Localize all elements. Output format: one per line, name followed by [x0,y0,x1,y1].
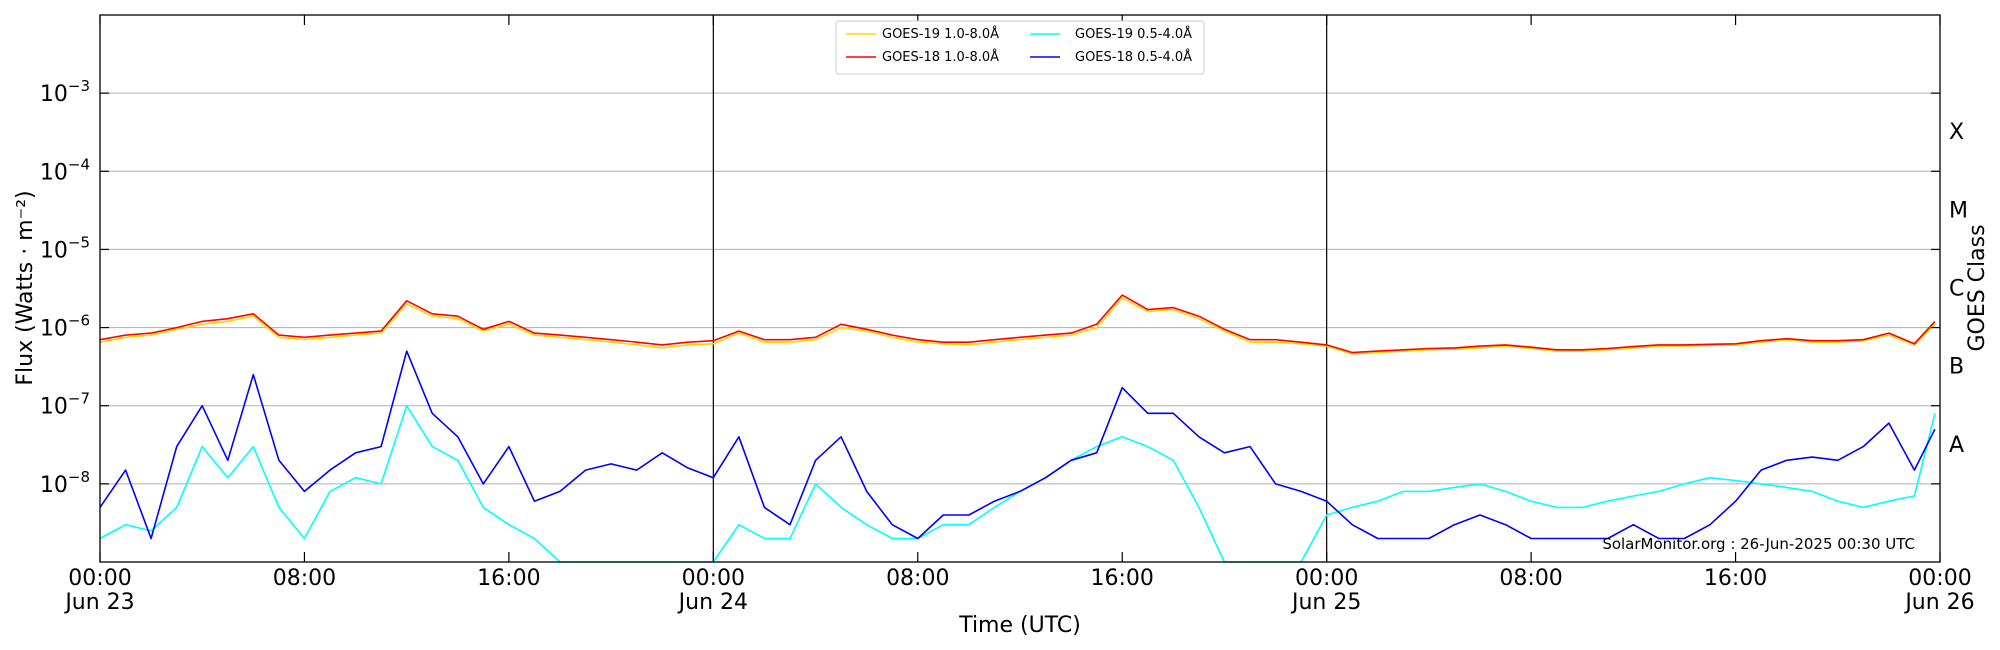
x-tick-label: 08:00 [886,566,949,591]
x-tick-label: 16:00 [477,566,540,591]
x-tick-sublabel: Jun 25 [1290,590,1361,615]
x-tick-label: 08:00 [273,566,336,591]
series-line-2 [99,294,1936,354]
day-boundary-lines [712,15,1328,562]
grid-lines [100,92,1940,485]
goes-class-label: X [1949,120,1964,145]
legend-label-4: GOES-18 0.5-4.0Å [1075,49,1192,65]
x-tick-label: 00:00 [1908,566,1971,591]
series-line-1 [99,297,1936,355]
x-tick-sublabel: Jun 26 [1903,590,1974,615]
x-tick-sublabel: Jun 24 [677,590,748,615]
y-axis-ticks: 10−8 10−7 10−6 10−5 10−4 10−3 [40,77,1940,498]
legend-label-1: GOES-19 1.0-8.0Å [882,26,999,42]
goes-class-label: A [1949,433,1964,458]
watermark-annotation: SolarMonitor.org : 26-Jun-2025 00:30 UTC [1602,535,1915,553]
series-group [99,294,1936,563]
y-tick-label: 10−6 [40,312,90,342]
plot-frame [99,14,1941,563]
x-tick-label: 00:00 [1295,566,1358,591]
x-tick-label: 16:00 [1704,566,1767,591]
goes-class-labels: A B C M X [1949,120,1968,458]
x-axis-label: Time (UTC) [958,613,1081,638]
y-tick-label: 10−4 [40,155,90,185]
goes-class-label: C [1949,277,1964,302]
y-tick-label: 10−5 [40,233,90,263]
y-axis-label: Flux (Watts · m⁻²) [13,190,38,385]
y-tick-label: 10−3 [40,77,90,107]
y-axis-right-label: GOES Class [1965,224,1990,351]
legend-label-3: GOES-19 0.5-4.0Å [1075,26,1192,42]
y-tick-label: 10−8 [40,468,90,498]
y-tick-label: 10−7 [40,390,90,420]
legend-frame [835,20,1205,75]
legend: GOES-19 1.0-8.0Å GOES-18 1.0-8.0Å GOES-19 … [835,20,1205,75]
x-tick-label: 16:00 [1091,566,1154,591]
x-tick-label: 00:00 [682,566,745,591]
goes-class-label: B [1949,355,1964,380]
x-tick-sublabel: Jun 23 [63,590,134,615]
series-line-4 [99,350,1936,540]
x-tick-label: 00:00 [68,566,131,591]
goes-class-label: M [1949,198,1968,223]
legend-label-2: GOES-18 1.0-8.0Å [882,49,999,65]
x-tick-label: 08:00 [1499,566,1562,591]
